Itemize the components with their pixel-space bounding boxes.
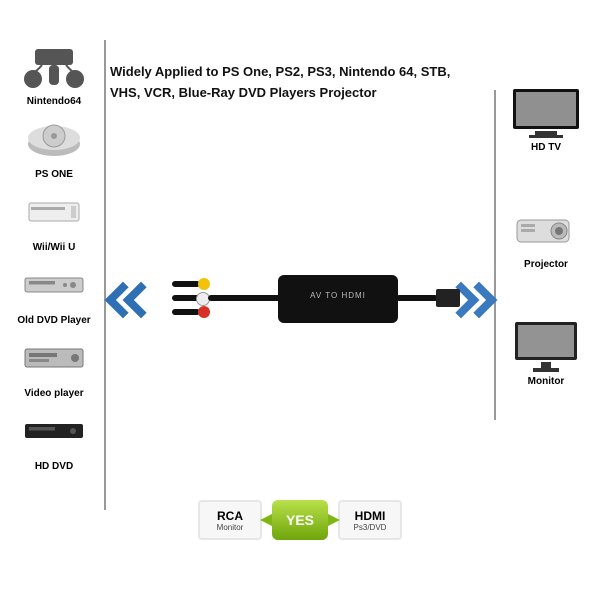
right-column-line bbox=[494, 90, 496, 420]
tag-rca-big: RCA bbox=[217, 509, 243, 523]
tag-rca-small: Monitor bbox=[217, 523, 244, 532]
device-label: Wii/Wii U bbox=[6, 242, 102, 253]
left-device-column: Nintendo64 PS ONE Wii/Wii U Old DVD Play… bbox=[6, 38, 102, 476]
device-hd-dvd: HD DVD bbox=[6, 403, 102, 472]
vcr-icon bbox=[6, 330, 102, 386]
rca-audio-r-plug bbox=[172, 309, 200, 315]
n64-icon bbox=[6, 38, 102, 94]
psone-icon bbox=[6, 111, 102, 167]
tv-icon bbox=[498, 84, 594, 140]
rca-audio-l-plug bbox=[172, 295, 200, 301]
dvd-icon bbox=[6, 257, 102, 313]
device-monitor: Monitor bbox=[498, 318, 594, 387]
device-label: PS ONE bbox=[6, 169, 102, 180]
projector-icon bbox=[498, 201, 594, 257]
tag-hdmi: HDMI Ps3/DVD bbox=[338, 500, 402, 540]
device-label: Projector bbox=[498, 259, 594, 270]
cable-out bbox=[396, 295, 438, 301]
hddvd-icon bbox=[6, 403, 102, 459]
device-label: Monitor bbox=[498, 376, 594, 387]
yes-badge-text: YES bbox=[286, 512, 314, 528]
device-label: HD TV bbox=[498, 142, 594, 153]
tag-hdmi-small: Ps3/DVD bbox=[354, 523, 387, 532]
left-column-line bbox=[104, 40, 106, 510]
device-projector: Projector bbox=[498, 201, 594, 270]
right-device-column: HD TV Projector Monitor bbox=[498, 84, 594, 391]
device-wii: Wii/Wii U bbox=[6, 184, 102, 253]
converter-box-label: AV TO HDMI bbox=[278, 291, 398, 300]
device-video-player: Video player bbox=[6, 330, 102, 399]
hdmi-plug bbox=[436, 289, 460, 307]
device-label: HD DVD bbox=[6, 461, 102, 472]
monitor-icon bbox=[498, 318, 594, 374]
headline-text: Widely Applied to PS One, PS2, PS3, Nint… bbox=[110, 62, 470, 104]
yes-badge: YES bbox=[272, 500, 328, 540]
infographic-canvas: { "type": "infographic", "canvas": { "wi… bbox=[0, 0, 600, 600]
device-hdtv: HD TV bbox=[498, 84, 594, 153]
wii-icon bbox=[6, 184, 102, 240]
tag-rca: RCA Monitor bbox=[198, 500, 262, 540]
device-psone: PS ONE bbox=[6, 111, 102, 180]
device-nintendo64: Nintendo64 bbox=[6, 38, 102, 107]
device-label: Video player bbox=[6, 388, 102, 399]
device-old-dvd: Old DVD Player bbox=[6, 257, 102, 326]
device-label: Nintendo64 bbox=[6, 96, 102, 107]
rca-video-plug bbox=[172, 281, 200, 287]
cable-in bbox=[208, 295, 286, 301]
device-label: Old DVD Player bbox=[6, 315, 102, 326]
bottom-strip: RCA Monitor YES HDMI Ps3/DVD bbox=[0, 490, 600, 550]
product-converter: AV TO HDMI bbox=[148, 255, 448, 345]
tag-hdmi-big: HDMI bbox=[355, 509, 386, 523]
